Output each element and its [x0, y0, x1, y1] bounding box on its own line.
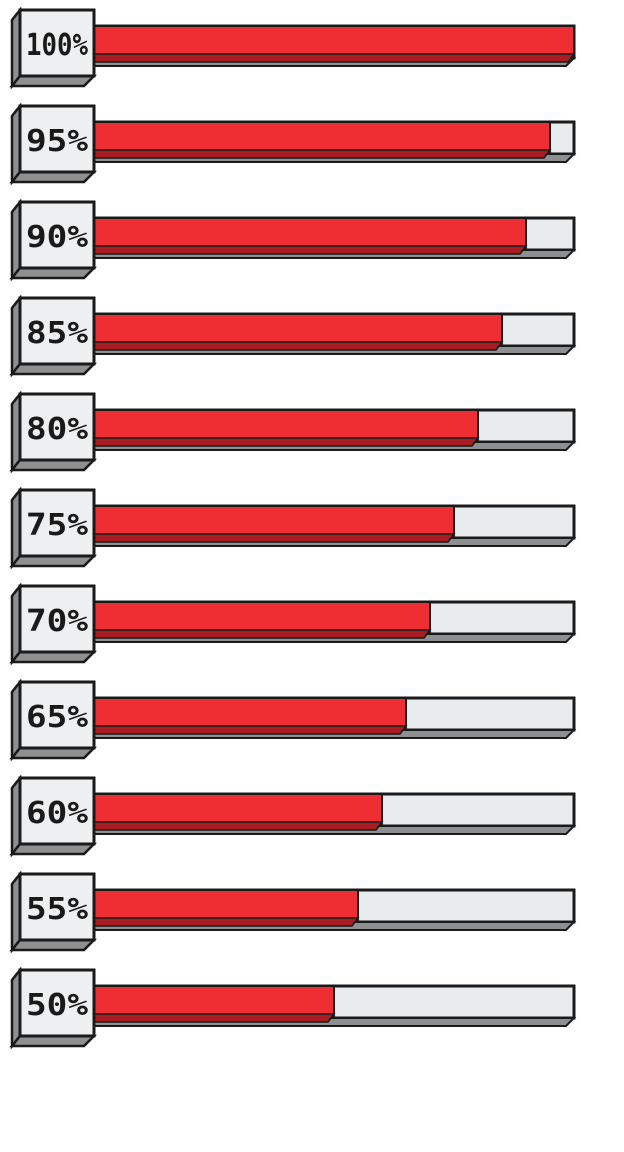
- percent-badge: [18, 584, 96, 654]
- progress-fill: [93, 985, 335, 1019]
- percent-label: 70%: [26, 604, 88, 639]
- percent-label: 100%: [26, 28, 88, 63]
- progress-fill: [93, 793, 383, 827]
- progress-fill-shadow: [93, 1013, 336, 1023]
- percent-label: 65%: [26, 700, 88, 735]
- progress-fill: [93, 217, 527, 251]
- percent-badge: [18, 968, 96, 1038]
- progress-fill-shadow: [93, 821, 384, 831]
- progress-fill: [93, 409, 479, 443]
- progress-fill: [93, 313, 503, 347]
- progress-row: 85%: [9, 294, 577, 378]
- progress-row: 60%: [9, 774, 577, 858]
- progress-fill-shadow: [93, 917, 360, 927]
- progress-fill: [93, 697, 407, 731]
- percent-badge: [18, 872, 96, 942]
- percent-label: 50%: [26, 988, 88, 1023]
- progress-row: 80%: [9, 390, 577, 474]
- percent-badge: [18, 200, 96, 270]
- progress-fill-shadow: [93, 725, 408, 735]
- percent-label: 60%: [26, 796, 88, 831]
- progress-fill: [93, 601, 431, 635]
- progress-fill: [93, 889, 359, 923]
- progress-fill-shadow: [93, 437, 480, 447]
- progress-fill: [93, 505, 455, 539]
- progress-row: 95%: [9, 102, 577, 186]
- progress-row: 65%: [9, 678, 577, 762]
- percent-badge: [18, 776, 96, 846]
- percent-label: 75%: [26, 508, 88, 543]
- progress-fill-shadow: [93, 341, 504, 351]
- progress-row: 50%: [9, 966, 577, 1050]
- progress-row: 55%: [9, 870, 577, 954]
- progress-fill-shadow: [93, 245, 528, 255]
- progress-fill-shadow: [93, 629, 432, 639]
- percent-badge: [18, 488, 96, 558]
- percent-label: 85%: [26, 316, 88, 351]
- percent-badge: [18, 8, 96, 78]
- percent-badge: [18, 104, 96, 174]
- progress-fill-shadow: [93, 53, 576, 63]
- progress-fill-shadow: [93, 149, 552, 159]
- progress-fill: [93, 25, 575, 59]
- progress-fill: [93, 121, 551, 155]
- progress-fill-shadow: [93, 533, 456, 543]
- percent-badge: [18, 680, 96, 750]
- progress-row: 90%: [9, 198, 577, 282]
- percent-badge: [18, 392, 96, 462]
- progress-row: 75%: [9, 486, 577, 570]
- percent-label: 90%: [26, 220, 88, 255]
- progress-row: 100%: [9, 6, 577, 90]
- percent-label: 80%: [26, 412, 88, 447]
- percent-label: 55%: [26, 892, 88, 927]
- progress-row: 70%: [9, 582, 577, 666]
- percent-badge: [18, 296, 96, 366]
- percent-label: 95%: [26, 124, 88, 159]
